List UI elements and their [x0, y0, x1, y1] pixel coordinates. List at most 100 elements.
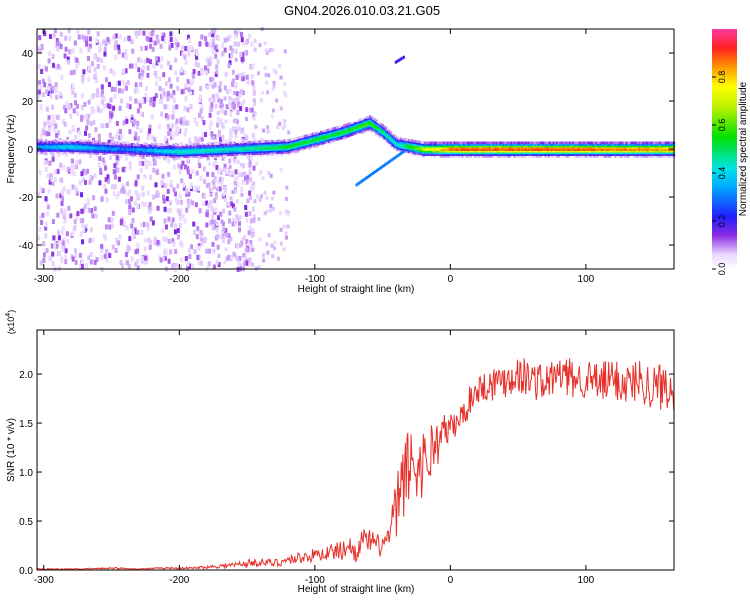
spectrogram-cell — [290, 140, 293, 143]
spectrogram-cell — [259, 152, 263, 155]
spectrogram-cell — [201, 156, 204, 160]
spectrogram-cell — [234, 84, 238, 89]
spectrogram-cell — [74, 146, 77, 149]
spectrogram-cell — [186, 198, 190, 204]
spectrogram-cell — [529, 148, 532, 151]
spectrogram-cell — [274, 151, 277, 155]
spectrogram-cell — [204, 146, 207, 149]
spectrogram-cell — [581, 148, 585, 151]
spectrogram-cell — [458, 153, 461, 156]
spectrogram-cell — [185, 188, 189, 194]
spectrogram-cell — [334, 136, 337, 140]
spectrogram-cell — [321, 131, 324, 135]
spectrogram-cell — [47, 58, 51, 64]
spectrogram-cell — [279, 152, 282, 156]
spectrogram-cell — [128, 151, 131, 155]
spectrogram-cell — [234, 189, 238, 194]
spectrogram-cell — [96, 63, 100, 69]
spectrogram-cell — [118, 149, 121, 153]
spectrogram-cell — [92, 140, 95, 143]
spectrogram-cell — [230, 155, 233, 158]
spectrogram-cell — [74, 253, 78, 259]
spectrogram-cell — [398, 142, 401, 145]
spectrogram-cell — [50, 147, 53, 151]
spectrogram-cell — [430, 148, 433, 151]
spectrogram-cell — [59, 149, 62, 152]
spectrogram-cell — [98, 47, 102, 53]
spectrogram-cell — [446, 149, 450, 153]
spectrogram-cell — [278, 64, 282, 69]
spectrogram-cell — [604, 146, 607, 150]
spectrogram-cell — [173, 148, 176, 152]
spectrogram-cell — [298, 139, 302, 143]
spectrogram-cell — [194, 155, 197, 158]
spectrogram-cell — [138, 103, 142, 109]
spectrogram-cell — [222, 192, 226, 197]
spectrogram-cell — [61, 149, 64, 152]
spectrogram-cell — [88, 179, 92, 185]
spectrogram-cell — [106, 144, 110, 147]
spectrogram-cell — [207, 58, 211, 63]
spectrogram-cell — [292, 144, 295, 148]
spectrogram-cell — [250, 142, 253, 146]
spectrogram-cell — [77, 144, 80, 148]
spectrogram-cell — [240, 32, 244, 38]
spectrogram-cell — [92, 195, 96, 201]
spectrogram-cell — [231, 69, 235, 75]
spectrogram-cell — [193, 150, 196, 153]
spectrogram-cell — [214, 159, 218, 165]
spectrogram-cell — [547, 148, 550, 151]
spectrogram-cell — [102, 143, 105, 147]
spectrogram-cell — [201, 144, 204, 148]
spectrogram-cell — [664, 148, 667, 151]
spectrogram-cell — [302, 145, 305, 149]
spectrogram-cell — [648, 143, 651, 146]
spectrogram-cell — [128, 143, 131, 146]
spectrogram-cell — [184, 96, 188, 102]
spectrogram-cell — [602, 143, 606, 146]
spectrogram-cell — [134, 181, 138, 187]
spectrogram-cell — [272, 146, 276, 150]
spectrogram-cell — [193, 148, 196, 151]
spectrogram-cell — [106, 150, 110, 154]
spectrogram-cell — [284, 140, 287, 144]
spectrogram-cell — [472, 151, 476, 155]
spectrogram-cell — [311, 144, 315, 148]
spectrogram-cell — [149, 151, 152, 154]
spectrogram-cell — [39, 260, 43, 266]
spectrogram-cell — [303, 141, 306, 145]
spectrogram-cell — [655, 151, 658, 155]
spectrogram-cell — [54, 88, 58, 94]
spectrogram-cell — [70, 158, 74, 164]
y-tick-label: -40 — [19, 241, 34, 252]
spectrogram-cell — [464, 141, 467, 145]
spectrogram-cell — [402, 146, 406, 149]
spectrogram-cell — [72, 142, 75, 146]
spectrogram-cell — [396, 141, 399, 145]
spectrogram-cell — [380, 129, 383, 133]
spectrogram-cell — [211, 94, 215, 99]
spectrogram-cell — [74, 147, 77, 151]
spectrogram-cell — [521, 149, 524, 153]
spectrogram-cell — [40, 45, 44, 51]
spectrogram-cell — [276, 143, 279, 146]
spectrogram-cell — [627, 148, 630, 151]
spectrogram-cell — [391, 139, 394, 142]
spectrogram-cell — [145, 152, 149, 156]
spectrogram-cell — [196, 151, 199, 155]
spectrogram-cell — [399, 147, 402, 151]
spectrogram-cell — [217, 142, 220, 145]
spectrogram-cell — [568, 143, 572, 146]
spectrogram-cell — [518, 153, 521, 156]
spectrogram-cell — [419, 142, 422, 146]
spectrogram-cell — [80, 151, 84, 154]
spectrogram-cell — [412, 146, 415, 150]
spectrogram-cell — [547, 146, 550, 150]
spectrogram-cell — [583, 155, 586, 158]
spectrogram-cell — [233, 141, 236, 145]
spectrogram-cell — [238, 146, 241, 149]
spectrogram-cell — [424, 143, 427, 146]
spectrogram-cell — [572, 153, 575, 156]
spectrogram-cell — [64, 248, 68, 254]
spectrogram-cell — [396, 146, 399, 150]
